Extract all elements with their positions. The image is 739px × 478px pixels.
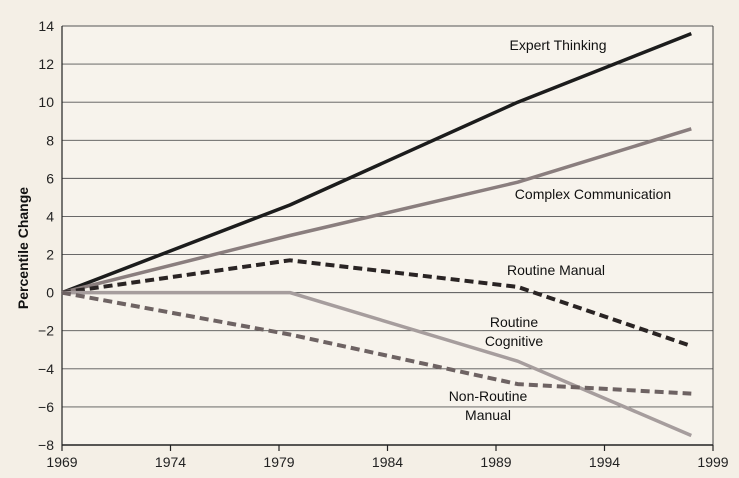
y-tick-label: 4 bbox=[46, 208, 54, 224]
y-tick-label: 2 bbox=[46, 247, 54, 263]
series-label: Non-Routine Manual bbox=[449, 388, 528, 423]
series-label: Complex Communication bbox=[515, 186, 671, 202]
y-tick-label: 8 bbox=[46, 132, 54, 148]
series-label: Routine Manual bbox=[507, 262, 605, 278]
series-line-non-routine-manual bbox=[61, 290, 692, 396]
series-line-routine-cognitive bbox=[62, 290, 692, 438]
y-tick-label: 14 bbox=[38, 18, 54, 34]
x-tick-label: 1999 bbox=[697, 454, 728, 470]
series-line-complex-communication bbox=[61, 127, 692, 295]
y-tick-label: −4 bbox=[38, 361, 54, 377]
x-tick-label: 1979 bbox=[263, 454, 294, 470]
series-line-routine-manual bbox=[61, 258, 692, 348]
y-tick-label: 6 bbox=[46, 170, 54, 186]
y-axis-title: Percentile Change bbox=[15, 187, 31, 309]
y-tick-label: −8 bbox=[38, 437, 54, 453]
series-label: Routine Cognitive bbox=[485, 314, 544, 349]
x-tick-label: 1969 bbox=[46, 454, 77, 470]
x-tick-label: 1974 bbox=[155, 454, 186, 470]
x-tick-label: 1984 bbox=[372, 454, 403, 470]
y-tick-label: 0 bbox=[46, 285, 54, 301]
series-line-expert-thinking bbox=[61, 31, 692, 295]
x-tick-label: 1994 bbox=[589, 454, 620, 470]
y-tick-label: −6 bbox=[38, 399, 54, 415]
axes: −8 −6 −4 −2 0 2 4 6 8 10 12 14 1969 1974 1979 1984 1989 1… bbox=[38, 18, 729, 470]
y-tick-label: 10 bbox=[38, 94, 54, 110]
series-label: Expert Thinking bbox=[509, 37, 606, 53]
plot-area bbox=[62, 26, 713, 445]
y-tick-label: 12 bbox=[38, 56, 54, 72]
series-labels: Expert Thinking Complex Communication Rout… bbox=[449, 37, 672, 423]
series-lines bbox=[61, 31, 692, 438]
gridlines bbox=[62, 25, 713, 446]
x-tick-label: 1989 bbox=[480, 454, 511, 470]
y-tick-label: −2 bbox=[38, 323, 54, 339]
